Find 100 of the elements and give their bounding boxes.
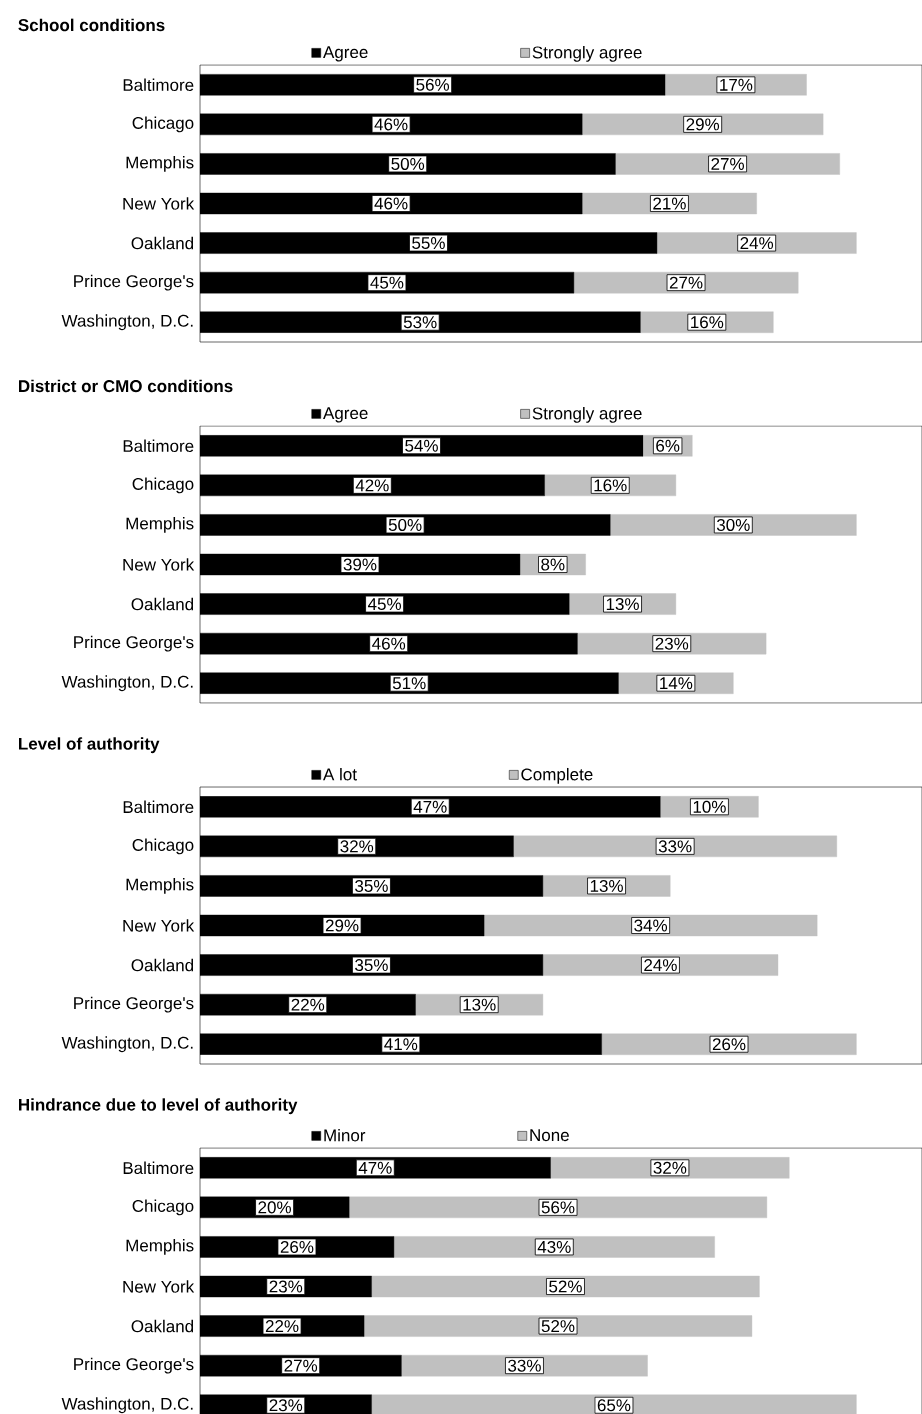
data-label: 22%: [291, 998, 325, 1011]
y-tick-label: Washington, D.C.: [61, 675, 193, 692]
y-tick-label: Prince George's: [74, 1357, 194, 1374]
bar: [371, 1394, 857, 1414]
data-label: 24%: [740, 237, 774, 250]
data-label: 46%: [374, 197, 408, 210]
data-label: 51%: [392, 677, 426, 690]
data-label: 53%: [403, 316, 437, 329]
y-tick-label: New York: [123, 919, 195, 932]
data-label: 13%: [606, 598, 639, 611]
data-label: 22%: [265, 1320, 299, 1333]
y-tick-label: Baltimore: [123, 439, 194, 453]
data-label: 16%: [594, 479, 627, 492]
data-label: 6%: [656, 439, 680, 452]
legend-label: A lot: [323, 767, 357, 781]
y-tick-label: Baltimore: [123, 800, 194, 814]
bar: [550, 1157, 790, 1179]
legend-label: Complete: [521, 767, 593, 784]
data-label: 23%: [269, 1280, 303, 1293]
legend-label: Minor: [324, 1128, 366, 1142]
data-label: 45%: [367, 598, 401, 611]
data-label: 46%: [372, 637, 406, 650]
data-label: 56%: [416, 78, 450, 91]
data-label: 13%: [590, 879, 623, 892]
y-tick-label: Oakland: [131, 236, 194, 250]
bar: [581, 113, 824, 136]
data-label: 27%: [284, 1359, 318, 1372]
data-label: 8%: [541, 558, 565, 571]
data-label: 55%: [412, 237, 445, 250]
data-label: 46%: [374, 118, 408, 131]
y-tick-label: Memphis: [126, 517, 194, 533]
data-label: 42%: [355, 479, 389, 492]
data-label: 16%: [691, 316, 724, 329]
data-label: 23%: [655, 637, 689, 650]
y-tick-label: Chicago: [132, 838, 194, 855]
y-tick-label: New York: [123, 558, 195, 571]
bar: [401, 1354, 648, 1377]
data-label: 50%: [391, 157, 425, 170]
data-label: 33%: [658, 840, 692, 853]
data-label: 35%: [355, 879, 388, 892]
legend-label: Agree: [323, 407, 368, 423]
data-label: 29%: [686, 118, 720, 131]
y-tick-label: Chicago: [132, 116, 194, 133]
data-label: 65%: [597, 1399, 631, 1412]
data-label: 47%: [358, 1161, 392, 1174]
data-label: 52%: [549, 1280, 582, 1293]
legend-label: Agree: [323, 46, 368, 62]
data-label: 45%: [370, 276, 404, 289]
data-label: 52%: [541, 1320, 575, 1333]
data-label: 20%: [258, 1201, 291, 1214]
data-label: 34%: [634, 919, 668, 932]
data-label: 26%: [280, 1240, 314, 1253]
bar: [513, 835, 837, 858]
chart-title: Hindrance due to level of authority: [19, 1098, 298, 1115]
y-tick-label: Memphis: [126, 156, 194, 172]
data-label: 33%: [508, 1359, 541, 1372]
y-tick-label: Memphis: [126, 1239, 194, 1255]
legend-label: Strongly agree: [532, 45, 642, 62]
bar: [363, 1315, 753, 1337]
data-label: 47%: [413, 800, 447, 813]
bar: [348, 1196, 768, 1219]
data-label: 27%: [711, 157, 744, 170]
y-tick-label: Prince George's: [74, 635, 194, 652]
data-label: 32%: [340, 840, 374, 853]
bar: [393, 1236, 715, 1258]
data-label: 17%: [720, 78, 753, 91]
chart-title: District or CMO conditions: [19, 379, 233, 393]
bar: [371, 1275, 760, 1298]
bar: [483, 914, 818, 937]
data-label: 13%: [463, 998, 496, 1011]
data-label: 39%: [343, 558, 377, 571]
data-label: 27%: [669, 276, 703, 289]
y-tick-label: Prince George's: [74, 274, 194, 291]
data-label: 56%: [541, 1201, 575, 1214]
y-tick-label: Oakland: [131, 958, 194, 972]
legend-label: None: [530, 1129, 569, 1142]
data-label: 21%: [653, 197, 686, 210]
y-tick-label: Chicago: [132, 477, 194, 494]
data-label: 26%: [712, 1038, 746, 1051]
bar: [601, 1033, 857, 1055]
y-tick-label: Washington, D.C.: [61, 1397, 193, 1414]
chart-title: Level of authority: [19, 737, 160, 754]
data-label: 24%: [644, 959, 677, 972]
legend-label: Strongly agree: [532, 406, 642, 423]
y-tick-label: Chicago: [132, 1199, 194, 1216]
data-label: 32%: [653, 1161, 687, 1174]
y-tick-label: Baltimore: [123, 1161, 194, 1175]
y-tick-label: Oakland: [131, 1319, 194, 1333]
y-tick-label: Memphis: [126, 878, 194, 894]
data-label: 10%: [693, 800, 726, 813]
data-label: 43%: [537, 1240, 571, 1253]
y-tick-label: Oakland: [131, 597, 194, 611]
y-tick-label: Prince George's: [74, 996, 194, 1013]
data-label: 41%: [384, 1038, 418, 1051]
y-tick-label: Washington, D.C.: [61, 314, 193, 331]
data-label: 30%: [716, 518, 750, 531]
y-tick-label: Baltimore: [123, 78, 194, 92]
data-label: 35%: [355, 959, 388, 972]
y-tick-label: Washington, D.C.: [61, 1036, 193, 1053]
data-label: 50%: [388, 518, 422, 531]
